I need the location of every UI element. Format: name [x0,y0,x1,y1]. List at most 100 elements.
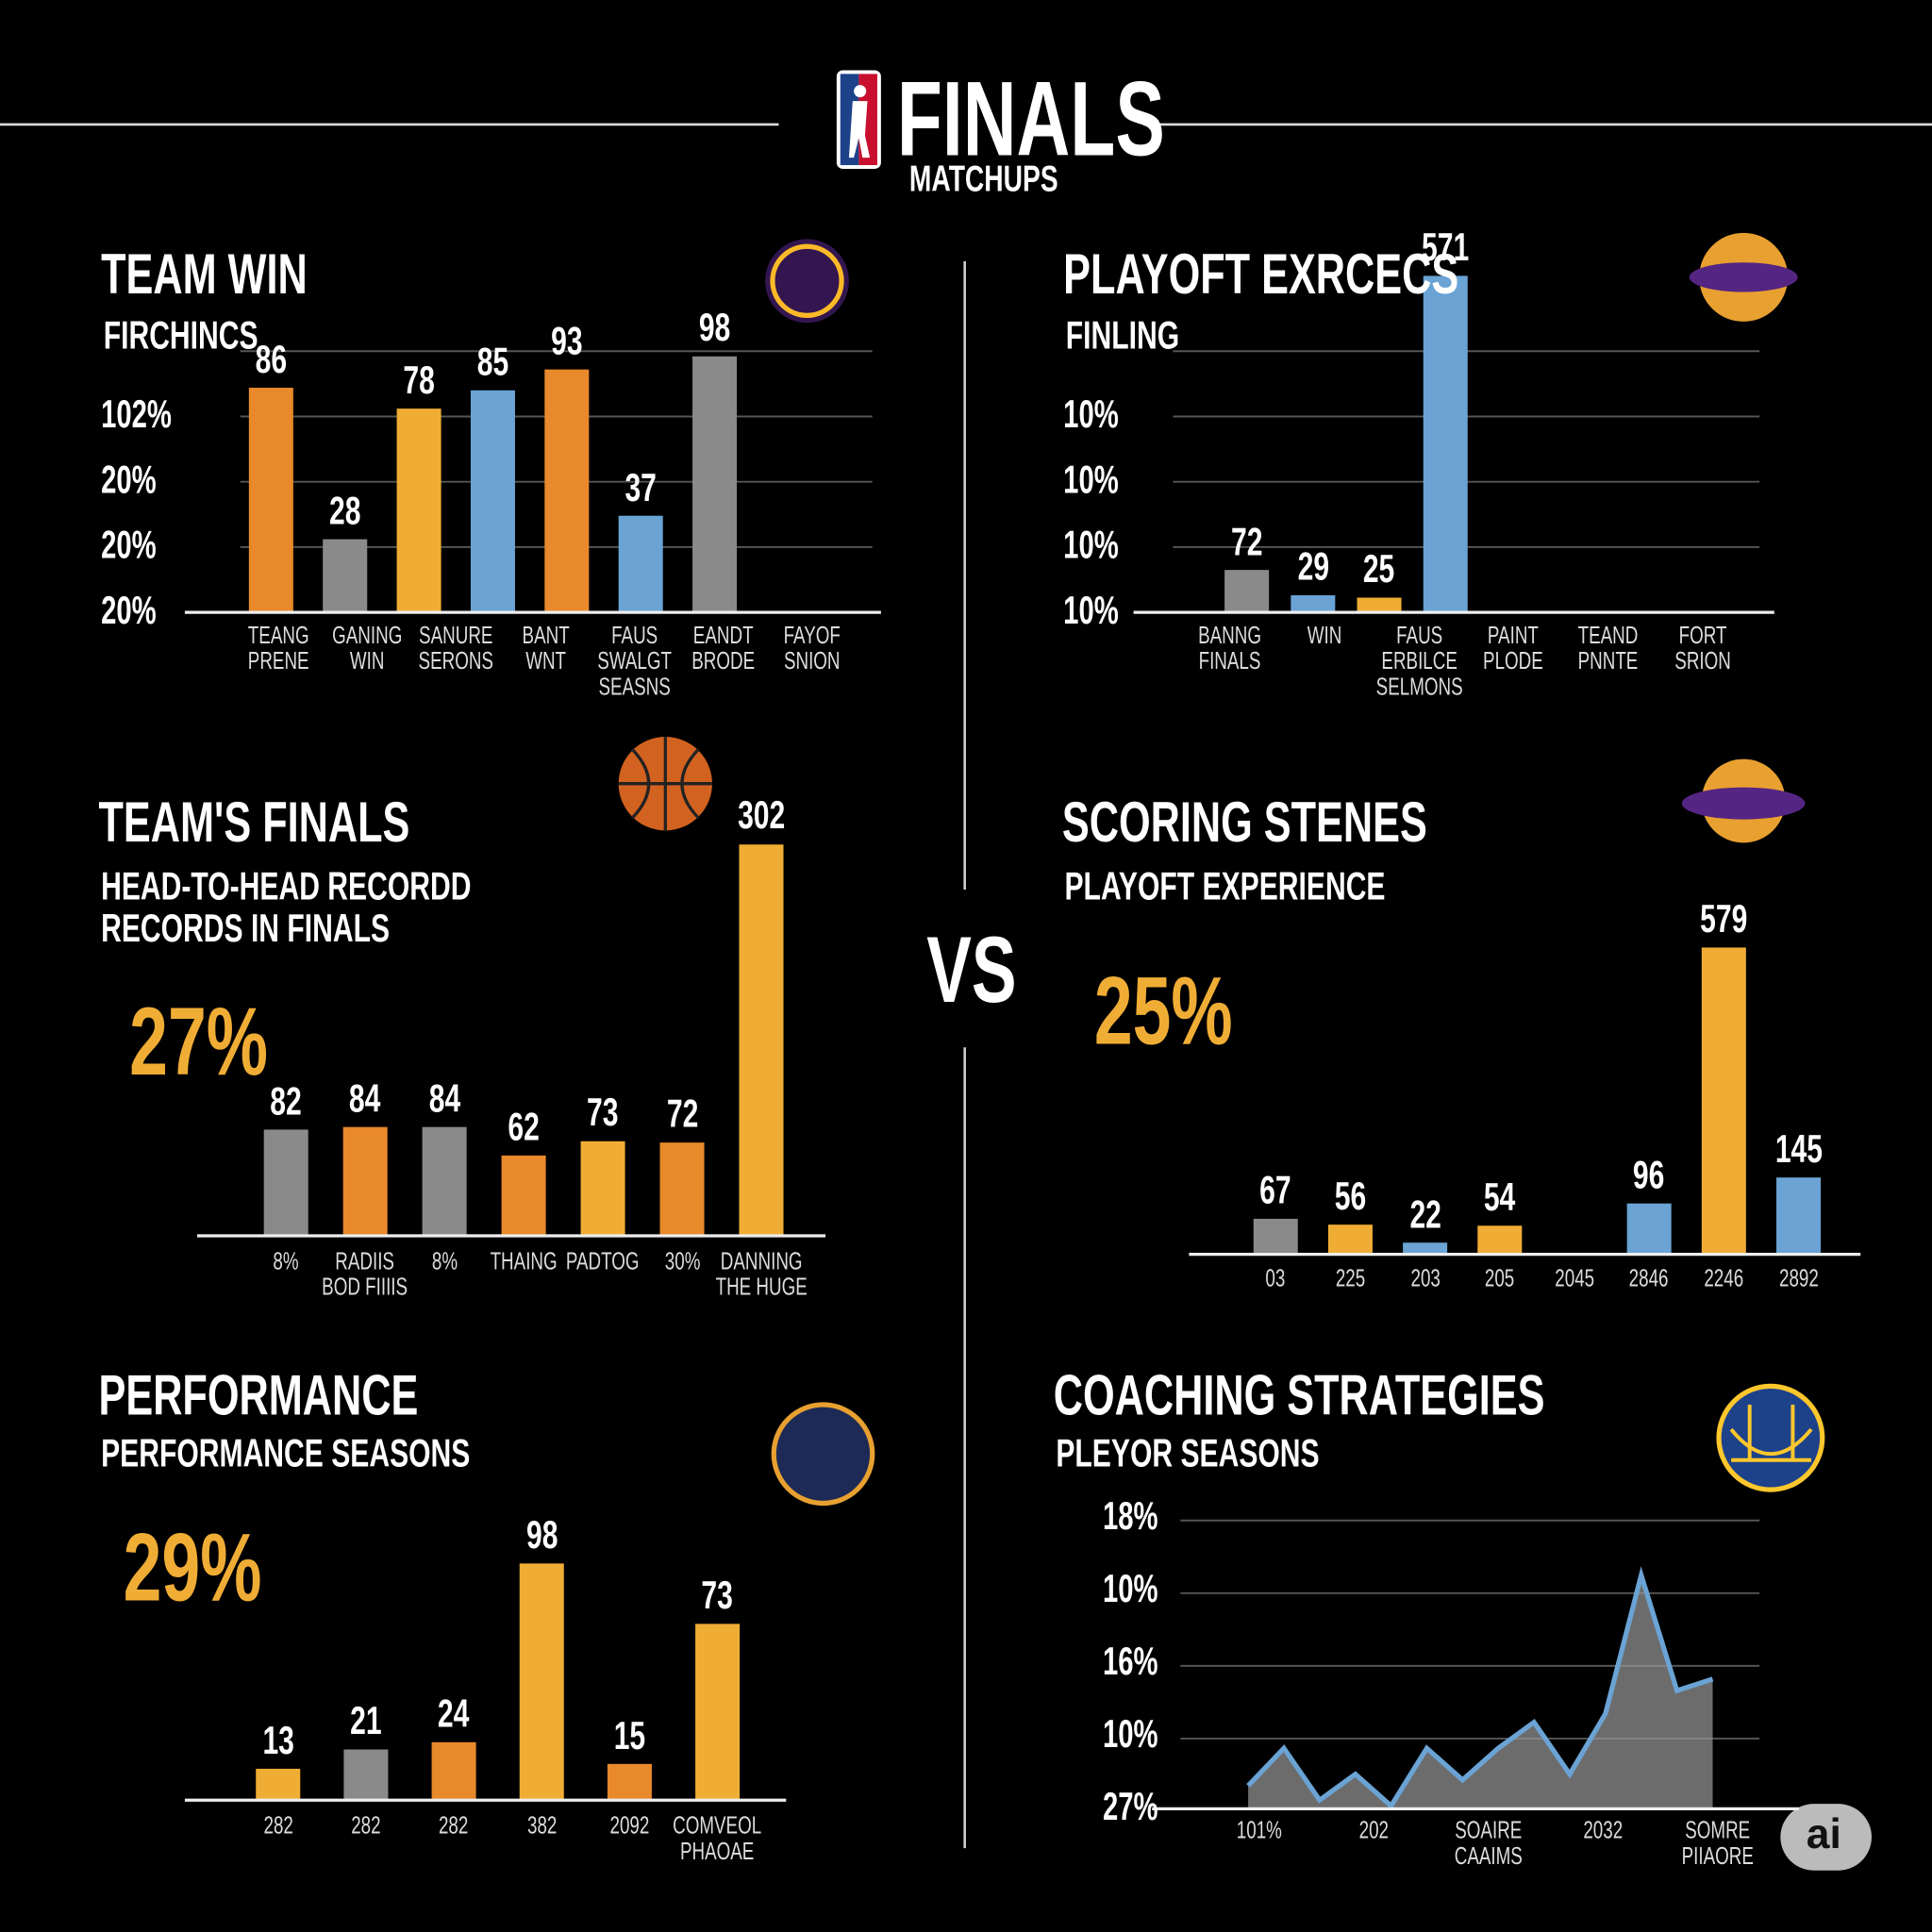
ai-badge [1780,1804,1872,1871]
y-tick-label: 20% [101,588,157,633]
team-logo [1681,758,1806,843]
y-tick-label: 10% [1063,391,1119,437]
x-tick-label: SOMRE PIIAORE [1680,1817,1754,1871]
bar [1477,1225,1523,1255]
x-tick-label: COMVEOL PHAOAE [673,1812,762,1866]
value-label: 78 [403,357,435,402]
x-tick-label: BANT WNT [521,622,570,675]
bar [1701,947,1746,1255]
x-tick-label: SANURE SERONS [418,622,494,675]
x-tick-label: RADIIS BOD FIIIIS [322,1248,408,1302]
x-tick-label: PADTOG [566,1248,640,1275]
y-tick-label: 10% [1102,1566,1158,1611]
bar [1224,570,1270,613]
value-label: 15 [613,1712,646,1757]
x-tick-label: 8% [273,1248,299,1275]
x-tick-label: 382 [526,1812,557,1840]
team-logo [1716,1383,1825,1492]
chart-subtitle: PERFORMANCE SEASONS [101,1430,471,1475]
chart-title: PLAYOFT EXRCECS [1063,241,1459,306]
highlight: 27% [129,987,268,1096]
value-label: 145 [1774,1125,1823,1171]
value-label: 28 [328,488,361,533]
bar [1626,1203,1672,1255]
bar [1357,597,1402,613]
x-tick-label: FAUS SWALGT SEASNS [596,622,672,702]
bar [1776,1177,1822,1255]
value-label: 98 [525,1512,558,1557]
bar [343,1749,389,1801]
x-tick-label: DANNING THE HUGE [715,1248,808,1302]
bar [323,539,368,613]
area [1248,1574,1713,1809]
bar [1423,275,1468,613]
bar [607,1763,652,1801]
x-tick-label: 101% [1236,1817,1282,1845]
y-tick-label: 18% [1102,1493,1158,1539]
x-tick-label: FORT SRION [1674,622,1731,675]
header-subtitle: MATCHUPS [908,158,1058,200]
x-tick-label: TEANG PRENE [247,622,309,675]
highlight: 25% [1093,956,1233,1065]
x-tick-label: SOAIRE CAAIMS [1454,1817,1523,1871]
bar [739,844,784,1237]
value-label: 579 [1700,896,1748,941]
value-label: 25 [1363,546,1395,591]
chart-title: PERFORMANCE [98,1362,419,1427]
value-label: 302 [737,792,786,838]
x-tick-label: 2246 [1704,1265,1744,1293]
bar [263,1129,308,1237]
x-tick-label: 282 [439,1812,469,1840]
value-label: 72 [666,1091,698,1136]
value-label: 85 [476,339,509,384]
x-tick-label: 282 [351,1812,381,1840]
x-tick-label: 03 [1265,1265,1286,1293]
bar [695,1624,741,1801]
y-tick-label: 10% [1063,588,1119,633]
bar [501,1155,546,1237]
value-label: 13 [261,1717,294,1762]
x-tick-label: PAINT PLODE [1483,622,1544,675]
x-tick-label: TEAND PNNTE [1577,622,1639,675]
nba-logo [836,70,881,169]
value-label: 86 [255,336,288,381]
bar [431,1741,476,1801]
chart-title: TEAM'S FINALS [98,790,410,855]
value-label: 93 [551,318,583,363]
bar [519,1563,564,1801]
x-tick-label: FAYOF SNION [783,622,841,675]
value-label: 72 [1230,518,1263,563]
chart-subtitle: PLEYOR SEASONS [1056,1430,1320,1475]
team-logo [771,1402,875,1507]
value-label: 82 [270,1078,302,1124]
y-tick-label: 10% [1063,522,1119,567]
value-label: 22 [1408,1191,1441,1236]
y-tick-label: 20% [101,522,157,567]
bar [692,356,738,613]
team-logo [765,239,849,324]
y-tick-label: 102% [101,391,172,437]
bar [1403,1242,1448,1255]
line [1246,1566,1714,1810]
value-label: 73 [701,1573,734,1618]
chart-title: COACHING STRATEGIES [1053,1362,1545,1427]
x-tick-label: 2045 [1555,1265,1594,1293]
y-tick-label: 20% [101,457,157,502]
bar [580,1141,625,1237]
chart-subtitle: HEAD-TO-HEAD RECORDD RECORDS IN FINALS [101,863,472,950]
x-tick-label: 2092 [609,1812,650,1840]
chart-title: TEAM WIN [101,241,308,306]
x-tick-label: BANNG FINALS [1198,622,1262,675]
value-label: 73 [587,1090,619,1135]
bar [256,1768,301,1801]
bar [1327,1224,1373,1255]
y-tick-label: 16% [1102,1639,1158,1684]
x-tick-label: 30% [664,1248,700,1275]
y-tick-label: 10% [1063,457,1119,502]
bar [422,1126,467,1237]
bar [396,408,441,613]
y-tick-label: 27% [1102,1784,1158,1829]
bar [470,390,515,613]
